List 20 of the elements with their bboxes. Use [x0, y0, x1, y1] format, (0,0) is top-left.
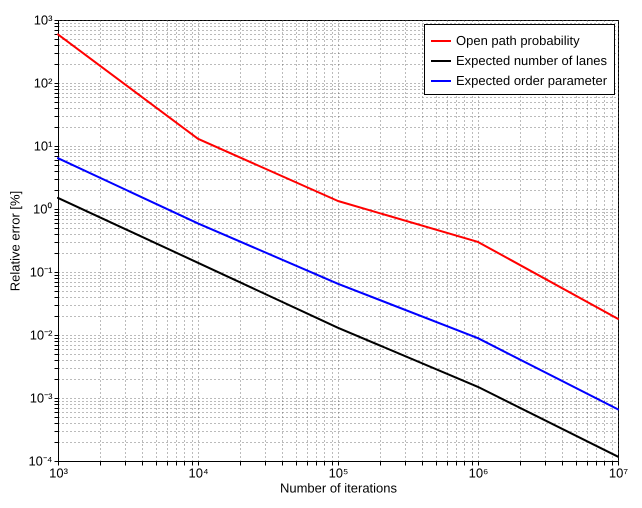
x-tick-label: 10⁴: [188, 466, 209, 480]
y-tick-label: 10⁻³: [30, 390, 54, 406]
legend-label: Expected order parameter: [456, 73, 608, 88]
x-tick-label: 10³: [49, 466, 69, 480]
y-tick-label: 10⁻⁴: [28, 454, 52, 468]
y-tick-label: 10²: [34, 76, 54, 90]
y-tick-label: 10¹: [34, 138, 54, 154]
x-tick-label: 10⁵: [328, 466, 348, 480]
y-tick-label: 10³: [34, 12, 54, 28]
y-tick-label: 10⁻²: [30, 328, 54, 342]
x-tick-label: 10⁷: [608, 466, 628, 480]
x-axis-title: Number of iterations: [280, 480, 398, 496]
line-series: [57, 33, 619, 320]
y-tick-label: 10⁻¹: [30, 264, 54, 280]
y-axis-title: Relative error [%]: [7, 190, 22, 292]
x-tick-label: 10⁶: [468, 466, 488, 480]
legend-label: Open path probability: [456, 33, 580, 48]
line-series: [57, 157, 619, 410]
y-tick-label: 10⁰: [33, 202, 52, 216]
legend-label: Expected number of lanes: [456, 53, 608, 68]
